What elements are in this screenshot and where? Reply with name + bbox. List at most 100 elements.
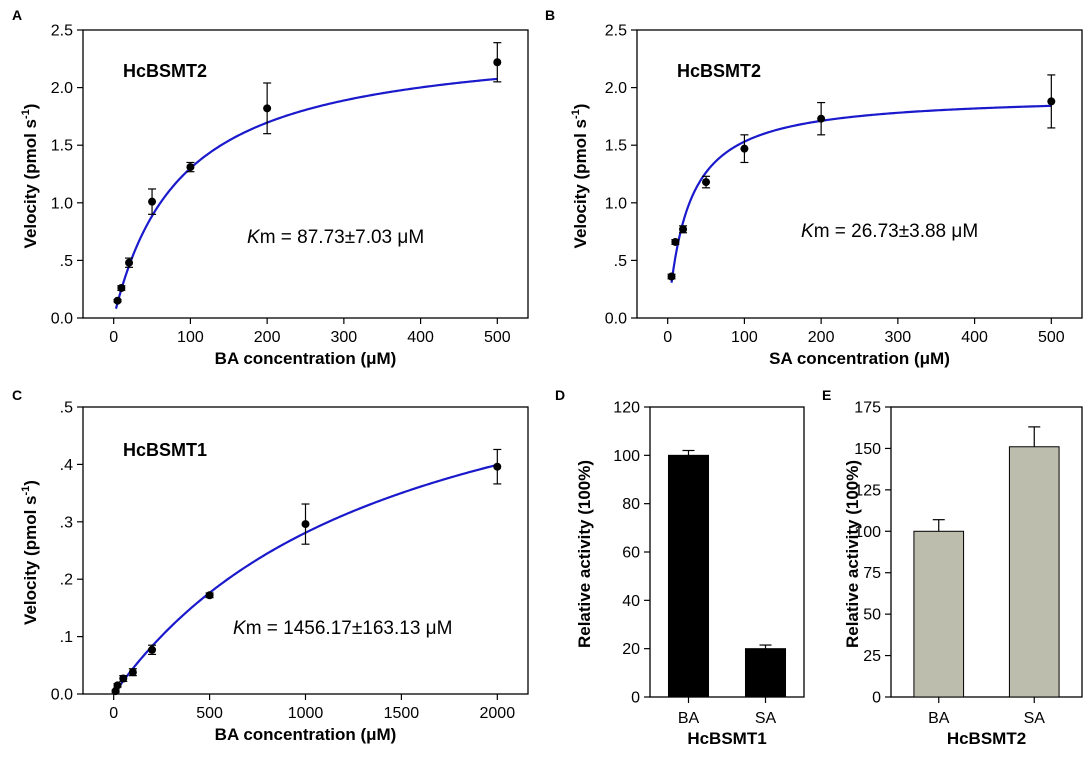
bar xyxy=(744,648,787,698)
x-tick-label: 100 xyxy=(731,329,758,346)
x-tick-label: 0 xyxy=(109,705,118,722)
y-tick-label: 20 xyxy=(622,641,640,658)
panel-letter: E xyxy=(822,387,831,403)
y-tick-label: .5 xyxy=(60,400,73,417)
panel-e: E 0 25 50 75 100 125 150 175 Relative activity (1… xyxy=(822,387,1083,748)
data-point xyxy=(128,668,137,677)
panel-d: D 0 20 40 60 80 100 120 Relative activity (100%)… xyxy=(555,387,805,748)
y-tick-label: 0.0 xyxy=(605,311,627,328)
x-tick-label: 100 xyxy=(177,329,204,346)
y-tick-label: 100 xyxy=(613,448,640,465)
x-tick-label: 500 xyxy=(196,705,223,722)
data-point xyxy=(671,237,680,246)
y-axis-label: Velocity (pmol s-1) xyxy=(20,480,40,625)
y-tick-label: .4 xyxy=(60,457,73,474)
x-category-label: SA xyxy=(1024,710,1046,727)
y-tick-label: 0.0 xyxy=(51,311,73,328)
x-axis-label: BA concentration (μM) xyxy=(215,725,397,744)
enzyme-label: HcBSMT2 xyxy=(123,61,207,81)
y-tick-label: 100 xyxy=(854,524,881,541)
y-axis-label: Relative activity (100%) xyxy=(843,460,862,648)
data-point xyxy=(493,462,502,471)
bar xyxy=(667,454,710,698)
data-point xyxy=(1047,97,1056,106)
x-tick-label: 300 xyxy=(885,329,912,346)
fit-curve xyxy=(113,463,498,694)
bar xyxy=(913,530,965,698)
data-point xyxy=(113,681,122,690)
km-annotation: Km = 87.73±7.03 μM xyxy=(247,227,424,248)
panel-c: C 0.0 .1 .2 .3 .4 .5 Velocity (pmol s-1) 0 500 100… xyxy=(12,387,529,744)
x-tick-label: 0 xyxy=(109,329,118,346)
panel-letter: D xyxy=(555,387,565,403)
y-tick-label: 125 xyxy=(854,482,881,499)
data-point xyxy=(119,674,128,683)
y-tick-label: .2 xyxy=(60,572,73,589)
y-tick-label: 40 xyxy=(622,593,640,610)
data-point xyxy=(817,114,826,123)
x-tick-label: 1500 xyxy=(384,705,420,722)
data-point xyxy=(117,284,126,293)
bar xyxy=(1008,446,1060,698)
data-point xyxy=(740,144,749,153)
x-axis-label: BA concentration (μM) xyxy=(215,349,397,368)
panel-a: A 0.0 .5 1.0 1.5 2.0 2.5 Velocity (pmol s-1) 0 10… xyxy=(12,7,529,368)
y-tick-label: 0 xyxy=(872,690,881,707)
x-tick-label: 500 xyxy=(484,329,511,346)
plot-frame xyxy=(82,29,529,319)
y-tick-label: .3 xyxy=(60,514,73,531)
y-tick-label: .1 xyxy=(60,629,73,646)
data-point xyxy=(205,591,214,600)
panel-letter: A xyxy=(12,7,22,23)
y-tick-label: 80 xyxy=(622,496,640,513)
km-annotation: Km = 26.73±3.88 μM xyxy=(801,221,978,242)
data-point xyxy=(148,197,157,206)
panel-b: B 0.0 .5 1.0 1.5 2.0 2.5 Velocity (pmol s-1) 0 10… xyxy=(545,7,1083,368)
enzyme-label: HcBSMT2 xyxy=(677,61,761,81)
x-axis-label: SA concentration (μM) xyxy=(769,349,950,368)
group-label: HcBSMT2 xyxy=(947,729,1026,748)
x-category-label: SA xyxy=(755,710,777,727)
fit-curve xyxy=(670,104,1052,283)
fit-curve xyxy=(114,77,498,309)
y-tick-label: 2.0 xyxy=(605,80,627,97)
x-category-label: BA xyxy=(678,710,700,727)
y-tick-label: 2.0 xyxy=(51,80,73,97)
panel-letter: B xyxy=(545,7,555,23)
data-point xyxy=(493,58,502,67)
x-tick-label: 200 xyxy=(254,329,281,346)
y-tick-label: .5 xyxy=(614,253,627,270)
y-tick-label: 75 xyxy=(863,565,881,582)
x-tick-label: 0 xyxy=(663,329,672,346)
x-category-label: BA xyxy=(928,710,950,727)
plot-frame xyxy=(890,406,1083,698)
y-tick-label: 1.5 xyxy=(51,138,73,155)
y-tick-label: 50 xyxy=(863,607,881,624)
data-point xyxy=(186,163,195,172)
data-point xyxy=(263,104,272,113)
x-tick-label: 400 xyxy=(961,329,988,346)
y-axis-label: Velocity (pmol s-1) xyxy=(570,104,590,249)
y-tick-label: 60 xyxy=(622,545,640,562)
enzyme-label: HcBSMT1 xyxy=(123,440,207,460)
data-point xyxy=(702,178,711,187)
y-tick-label: .5 xyxy=(60,253,73,270)
x-tick-label: 1000 xyxy=(288,705,324,722)
data-point xyxy=(125,258,134,267)
x-tick-label: 400 xyxy=(407,329,434,346)
y-tick-label: 0.0 xyxy=(51,687,73,704)
y-tick-label: 25 xyxy=(863,648,881,665)
plot-frame xyxy=(636,29,1083,319)
y-tick-label: 1.0 xyxy=(605,195,627,212)
panel-letter: C xyxy=(12,387,22,403)
y-tick-label: 175 xyxy=(854,400,881,417)
data-point xyxy=(148,645,157,654)
y-axis-label: Velocity (pmol s-1) xyxy=(20,104,40,249)
x-tick-label: 200 xyxy=(808,329,835,346)
y-tick-label: 2.5 xyxy=(51,23,73,40)
x-tick-label: 300 xyxy=(331,329,358,346)
data-point xyxy=(113,296,122,305)
y-tick-label: 120 xyxy=(613,400,640,417)
group-label: HcBSMT1 xyxy=(687,729,766,748)
